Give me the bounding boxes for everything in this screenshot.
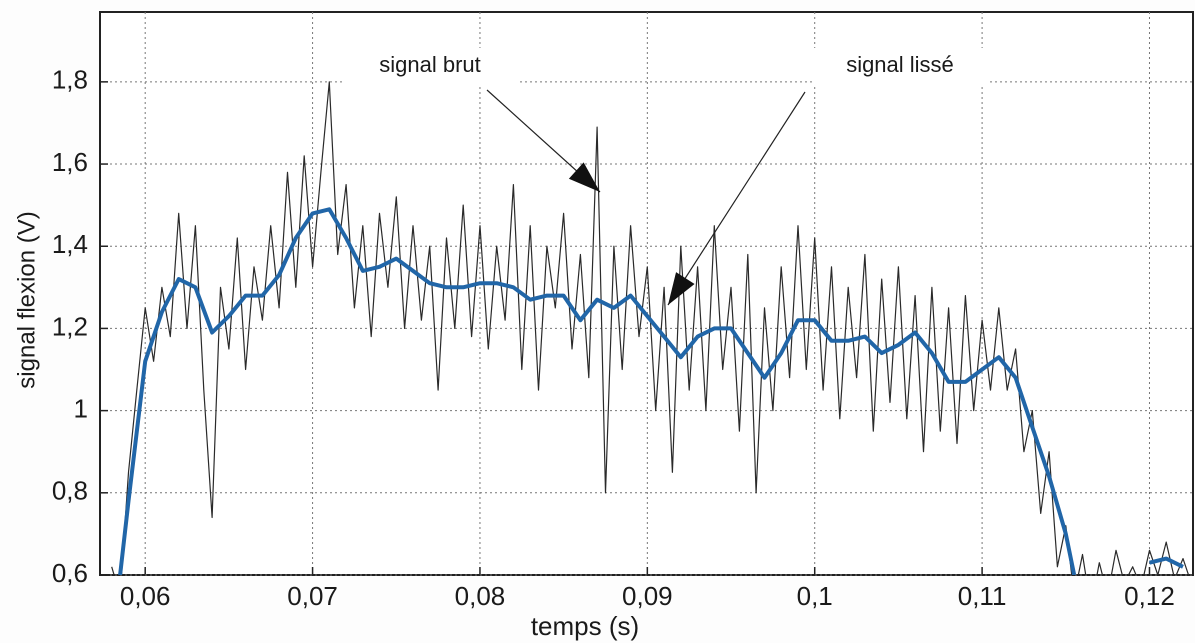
annotation-arrow — [667, 91, 806, 306]
x-tick-label: 0,08 — [455, 581, 506, 611]
plot-frame — [99, 11, 1194, 576]
series-line — [118, 207, 1184, 575]
series — [111, 81, 1190, 575]
annotation: signal brut — [379, 52, 481, 77]
y-axis-label: signal flexion (V) — [13, 211, 40, 388]
x-tick-label: 0,12 — [1124, 581, 1175, 611]
arrow-head — [568, 162, 600, 192]
grid — [100, 12, 1193, 576]
x-tick-label: 0,06 — [120, 581, 171, 611]
y-tick-label: 1,2 — [52, 311, 88, 341]
annotation: signal lissé — [846, 52, 954, 77]
x-tick-label: 0,07 — [287, 581, 338, 611]
annotation-bg — [812, 48, 988, 84]
y-tick-label: 0,8 — [52, 476, 88, 506]
x-axis-label: temps (s) — [531, 611, 639, 641]
y-tick-label: 0,6 — [52, 558, 88, 588]
x-tick-label: 0,1 — [797, 581, 833, 611]
y-tick-label: 1,6 — [52, 147, 88, 177]
y-tick-label: 1,8 — [52, 65, 88, 95]
annotation-bg — [342, 48, 518, 84]
y-tick-label: 1 — [74, 393, 88, 423]
arrow-head — [668, 272, 695, 305]
y-tick-label: 1,4 — [52, 229, 88, 259]
x-tick-label: 0,09 — [622, 581, 673, 611]
x-tick-label: 0,11 — [958, 581, 1007, 611]
